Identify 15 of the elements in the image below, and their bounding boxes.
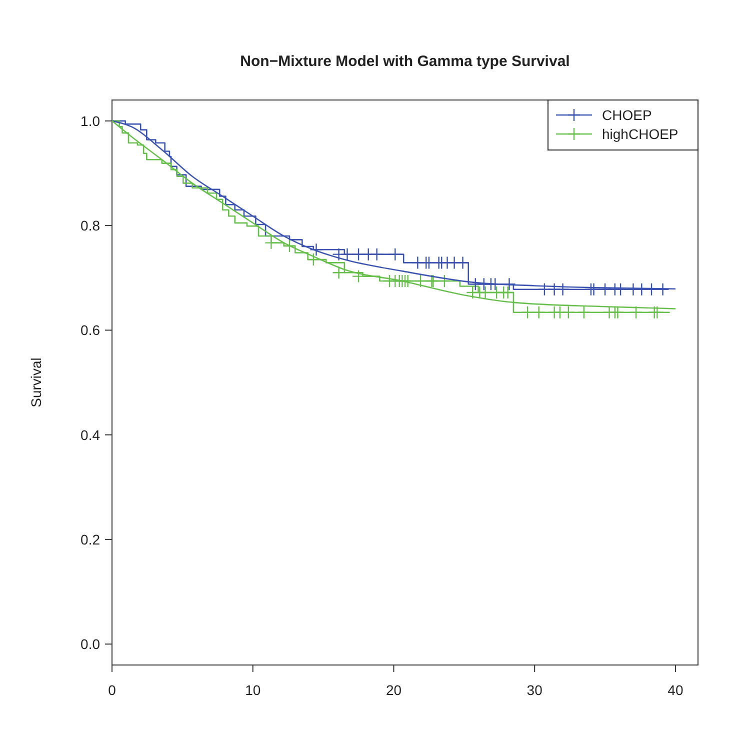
x-tick-label: 40 xyxy=(668,682,684,698)
legend-label: CHOEP xyxy=(602,107,652,123)
y-axis-title: Survival xyxy=(28,358,44,408)
chart-title: Non−Mixture Model with Gamma type Survival xyxy=(240,53,570,70)
y-tick-label: 1.0 xyxy=(80,112,100,129)
y-tick-label: 0.4 xyxy=(80,426,100,443)
legend-label: highCHOEP xyxy=(602,126,678,142)
y-tick-label: 0.2 xyxy=(80,531,100,548)
x-tick-label: 30 xyxy=(526,682,543,698)
y-tick-label: 0.0 xyxy=(80,636,100,652)
x-tick-label: 10 xyxy=(245,682,261,698)
x-tick-label: 20 xyxy=(386,682,402,698)
x-tick-label: 0 xyxy=(108,682,116,698)
y-tick-label: 0.6 xyxy=(80,322,100,338)
y-tick-label: 0.8 xyxy=(80,218,100,234)
